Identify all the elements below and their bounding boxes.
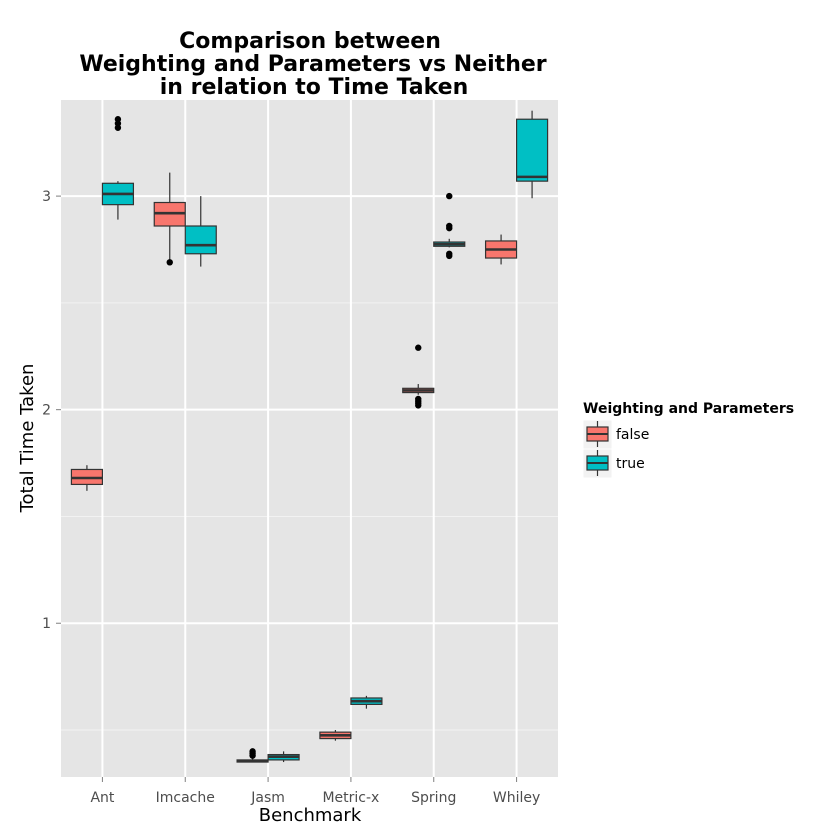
outlier-point <box>166 259 173 266</box>
box-false-ant <box>70 465 104 491</box>
box-true-jasm <box>267 751 300 763</box>
outlier-point <box>446 222 453 230</box>
legend-title: Weighting and Parameters <box>583 401 794 417</box>
y-axis-title: Total Time Taken <box>17 364 38 514</box>
y-axis-ticks: 1 2 3 <box>42 189 61 632</box>
box-true-whiley <box>515 110 549 199</box>
legend-label-false: false <box>616 427 649 443</box>
legend-key-true: true <box>582 448 645 479</box>
box-true-spring <box>433 192 466 260</box>
box-false-spring <box>402 344 435 409</box>
box-false-whiley <box>484 234 518 265</box>
legend-keys: false true <box>582 419 649 479</box>
y-tick-label: 3 <box>42 189 51 205</box>
outlier-point <box>114 116 122 123</box>
box-false-imcache <box>153 172 186 266</box>
box-true-ant <box>101 116 135 220</box>
box-false-metric-x <box>319 730 352 741</box>
outlier-point <box>249 748 256 755</box>
outlier-point <box>415 344 422 351</box>
y-tick-label: 2 <box>42 403 51 419</box>
chart-title-line-3: in relation to Time Taken <box>160 75 469 100</box>
x-tick-label: Ant <box>90 790 114 806</box>
outlier-point <box>415 395 422 403</box>
y-tick-label: 1 <box>42 616 51 632</box>
legend-key-false: false <box>582 419 649 450</box>
box-body <box>515 118 549 182</box>
x-tick-label: Whiley <box>493 790 540 806</box>
outlier-point <box>446 250 453 257</box>
outlier-point <box>446 192 453 200</box>
box-body <box>184 225 217 255</box>
legend: Weighting and Parameters false true <box>582 401 794 479</box>
chart-title-line-1: Comparison between <box>179 29 441 54</box>
chart-title: Comparison between Weighting and Paramet… <box>79 29 546 100</box>
box-true-metric-x <box>350 695 383 709</box>
x-tick-label: Imcache <box>156 790 215 806</box>
plot-panel <box>61 100 558 777</box>
x-tick-label: Spring <box>411 790 456 806</box>
x-tick-label: Metric-x <box>322 790 379 806</box>
x-axis-ticks: Ant Imcache Jasm Metric-x Spring Whiley <box>90 777 540 806</box>
legend-label-true: true <box>616 456 645 472</box>
grid-minor-lines <box>61 302 558 731</box>
box-false-jasm <box>236 748 269 763</box>
box-true-imcache <box>184 196 217 267</box>
grid-major-lines <box>61 100 558 777</box>
x-axis-title: Benchmark <box>259 805 362 826</box>
x-tick-label: Jasm <box>250 790 285 806</box>
box-group <box>70 110 549 763</box>
chart-title-line-2: Weighting and Parameters vs Neither <box>79 52 546 77</box>
